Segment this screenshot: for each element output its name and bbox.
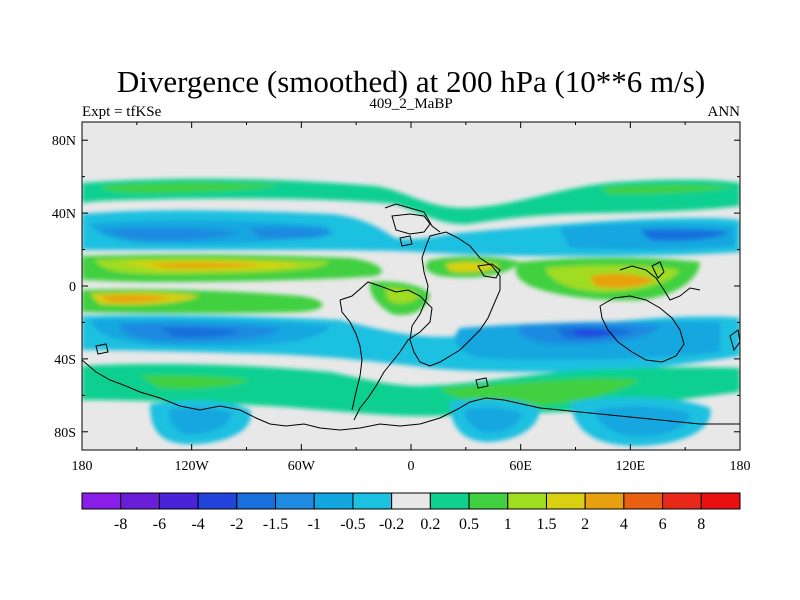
contour-band-north-pos-core bbox=[100, 182, 280, 193]
y-tick-label: 80N bbox=[52, 134, 76, 149]
colorbar-swatch bbox=[545, 492, 586, 510]
colorbar-swatch bbox=[120, 492, 160, 510]
contour-band-equator-south-pos-hot bbox=[100, 295, 170, 303]
coastline-nz bbox=[729, 329, 740, 352]
x-tick-label: 0 bbox=[408, 459, 415, 474]
x-tick-label: 60W bbox=[288, 459, 316, 474]
coastline-antarctica bbox=[159, 397, 740, 431]
colorbar-swatch bbox=[507, 492, 547, 510]
colorbar-swatch bbox=[468, 492, 509, 510]
colorbar-label: 8 bbox=[697, 516, 705, 533]
coastline-island-north-atlantic bbox=[399, 235, 413, 247]
colorbar-swatch bbox=[391, 492, 431, 510]
contour-band-tropical-pos-hot-core bbox=[150, 263, 260, 268]
colorbar-swatch bbox=[313, 492, 354, 510]
colorbar-label: -1 bbox=[308, 516, 321, 533]
colorbar-swatch bbox=[158, 492, 199, 510]
coastline-africa bbox=[409, 231, 501, 367]
y-tick-label: 40N bbox=[52, 207, 76, 222]
contour-band-south-neg-core-2 bbox=[160, 327, 240, 338]
contour-band-south-pos-core-2 bbox=[140, 375, 250, 389]
colorbar-swatch bbox=[352, 492, 393, 510]
colorbar-label: 0.5 bbox=[459, 516, 479, 533]
contour-band-south-neg-core-east-3 bbox=[570, 329, 615, 337]
colorbar-label: -1.5 bbox=[263, 516, 288, 533]
colorbar-label: -2 bbox=[230, 516, 243, 533]
coastline-south-america bbox=[339, 281, 433, 421]
colorbar-swatch bbox=[584, 492, 625, 510]
colorbar-label: 2 bbox=[581, 516, 589, 533]
x-tick-label: 180 bbox=[730, 459, 751, 474]
colorbar-label: -8 bbox=[114, 516, 127, 533]
y-tick-label: 0 bbox=[69, 280, 76, 295]
colorbar-label: 4 bbox=[620, 516, 628, 533]
y-axis: 80N 40N 0 40S 80S bbox=[52, 134, 740, 441]
colorbar-swatch bbox=[197, 492, 238, 510]
colorbar-label: -0.5 bbox=[340, 516, 365, 533]
colorbar-label: 6 bbox=[659, 516, 667, 533]
x-tick-label: 120W bbox=[175, 459, 210, 474]
contour-field bbox=[82, 178, 740, 446]
season-label: ANN bbox=[708, 104, 741, 120]
colorbar-swatch bbox=[81, 492, 122, 510]
colorbar-label: 0.2 bbox=[420, 516, 440, 533]
y-tick-label: 80S bbox=[54, 426, 76, 441]
x-axis: 180 120W 60W 0 60E 120E 180 bbox=[72, 122, 751, 474]
coastline-indochina bbox=[477, 263, 501, 279]
colorbar-label: -6 bbox=[153, 516, 166, 533]
colorbar-swatch bbox=[275, 492, 315, 510]
coastline-island-west-pacific bbox=[95, 343, 109, 355]
colorbar-label: -0.2 bbox=[379, 516, 404, 533]
contour-band-north-neg-core bbox=[100, 227, 240, 241]
plot-area bbox=[82, 122, 740, 450]
case-label: 409_2_MaBP bbox=[369, 96, 452, 112]
contour-band-westpac-pos-core bbox=[590, 273, 655, 288]
contour-patch-polar-neg-central-core bbox=[464, 407, 522, 433]
contour-band-north-neg-core-east bbox=[640, 229, 730, 241]
y-tick-label: 40S bbox=[54, 353, 76, 368]
contour-patch-polar-neg-east-core bbox=[595, 406, 690, 437]
colorbar: -8 -6 -4 -2 -1.5 -1 -0.5 -0.2 0.2 0.5 1 1.5 2 4 6 8 bbox=[81, 492, 741, 533]
x-tick-label: 180 bbox=[72, 459, 93, 474]
coastline-japan bbox=[651, 261, 665, 279]
colorbar-label: -4 bbox=[191, 516, 204, 533]
colorbar-swatch bbox=[623, 492, 664, 510]
contour-band-north-neg-core-2 bbox=[250, 227, 335, 240]
colorbar-swatch bbox=[700, 492, 741, 510]
contour-band-north-pos-core-east bbox=[600, 184, 735, 194]
coastline-greenland bbox=[391, 213, 431, 235]
coastline-island-indian bbox=[475, 377, 489, 389]
colorbar-swatch bbox=[429, 492, 470, 510]
x-tick-label: 120E bbox=[616, 459, 646, 474]
coastline-south-america-west bbox=[339, 299, 363, 411]
coastline-north-america bbox=[82, 310, 161, 399]
x-tick-label: 60E bbox=[509, 459, 532, 474]
colorbar-swatch bbox=[236, 492, 277, 510]
experiment-label: Expt = tfKSe bbox=[82, 104, 162, 120]
contour-band-north-pos bbox=[82, 178, 740, 225]
colorbar-label: 1.5 bbox=[536, 516, 556, 533]
coastline-maritime-continent bbox=[619, 265, 701, 301]
coastlines bbox=[82, 203, 740, 431]
coastline-eurasia-edge bbox=[384, 203, 441, 233]
colorbar-label: 1 bbox=[504, 516, 512, 533]
chart-title: Divergence (smoothed) at 200 hPa (10**6 … bbox=[117, 64, 705, 99]
contour-patch-polar-neg-west-core bbox=[169, 407, 232, 435]
colorbar-swatch bbox=[662, 492, 702, 510]
coastline-australia bbox=[599, 295, 685, 363]
